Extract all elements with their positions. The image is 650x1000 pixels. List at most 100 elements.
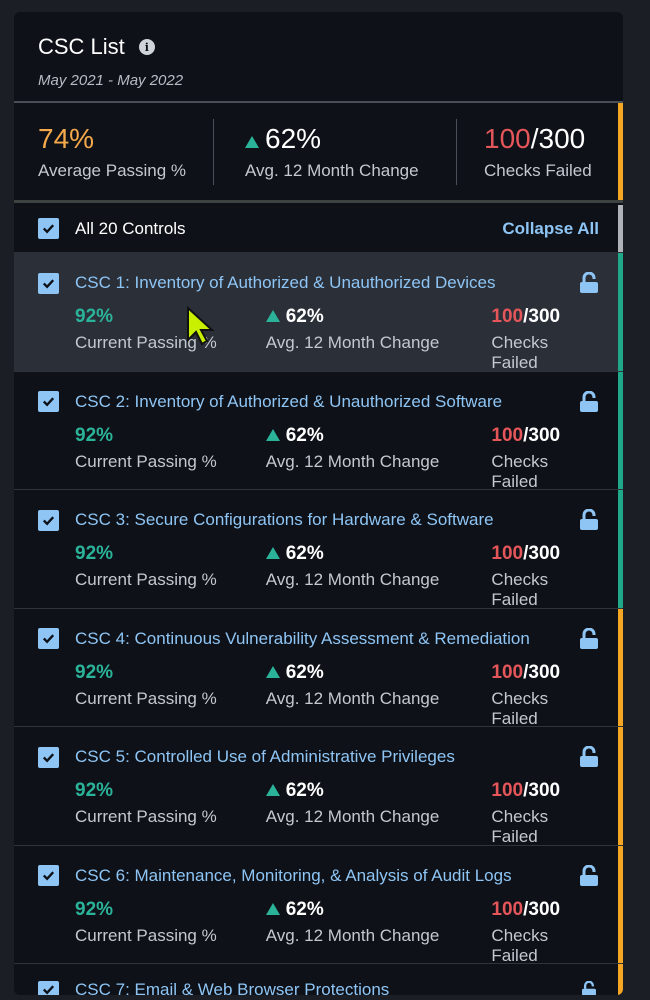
control-checkbox[interactable] [38,272,59,294]
scrollbar[interactable] [618,205,623,252]
unlock-icon[interactable] [579,627,599,650]
page-title: CSC List [38,34,125,59]
up-arrow-icon [265,428,280,441]
control-name-link[interactable]: CSC 5: Controlled Use of Administrative … [75,747,455,766]
up-arrow-icon [265,547,280,559]
failed-label: Checks Failed [491,333,549,372]
control-row[interactable]: CSC 4: Continuous Vulnerability Assessme… [14,608,623,728]
control-row[interactable]: CSC 1: Inventory of Authorized & Unautho… [14,253,623,372]
unlock-icon[interactable] [579,272,599,294]
total-count: /300 [523,661,561,683]
all-controls-label: All 20 Controls [75,218,186,238]
average-passing-label: Average Passing % [38,160,187,180]
divider [456,118,457,185]
status-bar [618,103,623,200]
summary-panel: 74% Average Passing % 62% Avg. 12 Month … [14,101,623,203]
total-count: /300 [523,306,561,327]
select-all-checkbox[interactable] [38,218,59,239]
control-checkbox[interactable] [38,509,59,531]
control-name-link[interactable]: CSC 3: Secure Configurations for Hardwar… [75,510,494,529]
status-bar [618,845,623,963]
control-checkbox[interactable] [38,628,59,649]
failed-count: 100 [491,424,524,446]
control-name-link[interactable]: CSC 7: Email & Web Browser Protections [75,980,390,995]
status-bar [618,608,623,726]
change-value: 62% [285,898,324,920]
control-row[interactable]: CSC 2: Inventory of Authorized & Unautho… [14,371,623,491]
change-label: Avg. 12 Month Change [265,451,440,471]
csc-list-card: CSC List i May 2021 - May 2022 74% Averag… [14,12,623,995]
current-passing-value: 92% [75,661,114,683]
current-passing-label: Current Passing % [75,333,217,352]
failed-count: 100 [491,543,524,564]
change-value: 62% [285,661,324,683]
total-count: /300 [523,898,561,920]
control-row[interactable]: CSC 6: Maintenance, Monitoring, & Analys… [14,845,623,965]
status-bar [618,727,623,845]
total-count: /300 [523,780,561,801]
failed-count: 100 [491,661,524,683]
current-passing-label: Current Passing % [75,807,217,826]
current-passing-value: 92% [75,780,114,801]
date-range: May 2021 - May 2022 [38,72,184,89]
change-value: 62% [265,122,322,154]
status-bar [618,371,623,489]
failed-count: 100 [491,780,524,801]
unlock-icon[interactable] [579,981,599,995]
failed-label: Checks Failed [491,925,549,965]
control-row[interactable]: CSC 7: Email & Web Browser Protections [14,964,623,995]
control-checkbox[interactable] [38,746,59,768]
change-label: Avg. 12 Month Change [265,925,440,945]
control-row[interactable]: CSC 5: Controlled Use of Administrative … [14,727,623,846]
change-label: Avg. 12 Month Change [245,160,419,180]
control-name-link[interactable]: CSC 6: Maintenance, Monitoring, & Analys… [75,865,512,885]
up-arrow-icon [265,784,280,796]
unlock-icon[interactable] [579,390,599,413]
change-label: Avg. 12 Month Change [265,688,440,708]
current-passing-value: 92% [75,424,114,446]
status-bar [618,964,623,995]
control-name-link[interactable]: CSC 2: Inventory of Authorized & Unautho… [75,391,503,411]
control-row[interactable]: CSC 3: Secure Configurations for Hardwar… [14,490,623,609]
change-label: Avg. 12 Month Change [265,807,440,826]
control-name-link[interactable]: CSC 1: Inventory of Authorized & Unautho… [75,273,496,292]
change-value: 62% [285,780,324,801]
status-bar [618,490,623,608]
controls-header: All 20 Controls Collapse All [14,205,623,253]
control-checkbox[interactable] [38,391,59,412]
total-count: /300 [523,424,561,446]
failed-label: Checks Failed [491,451,549,491]
failed-count: 100 [491,306,524,327]
total-count: /300 [530,122,586,154]
current-passing-value: 92% [75,306,114,327]
up-arrow-icon [245,135,259,148]
unlock-icon[interactable] [579,509,599,531]
current-passing-label: Current Passing % [75,925,217,945]
unlock-icon[interactable] [579,746,599,768]
current-passing-label: Current Passing % [75,688,217,708]
failed-label: Checks Failed [491,570,549,609]
collapse-all-button[interactable]: Collapse All [502,218,599,238]
current-passing-label: Current Passing % [75,570,217,589]
current-passing-label: Current Passing % [75,451,217,471]
failed-count: 100 [491,898,524,920]
change-value: 62% [285,424,324,446]
divider [213,118,214,185]
control-name-link[interactable]: CSC 4: Continuous Vulnerability Assessme… [75,628,530,648]
change-label: Avg. 12 Month Change [265,570,440,589]
failed-label: Checks Failed [484,160,592,180]
failed-label: Checks Failed [491,807,549,846]
change-value: 62% [285,306,324,327]
change-label: Avg. 12 Month Change [265,333,440,352]
unlock-icon[interactable] [579,864,599,887]
mouse-cursor-icon [187,306,215,346]
average-passing-value: 74% [38,122,95,154]
status-bar [618,253,623,371]
control-checkbox[interactable] [38,981,59,995]
up-arrow-icon [265,310,280,322]
change-value: 62% [285,543,324,564]
current-passing-value: 92% [75,898,114,920]
info-icon[interactable]: i [138,39,155,55]
failed-count: 100 [484,122,531,154]
control-checkbox[interactable] [38,865,59,886]
